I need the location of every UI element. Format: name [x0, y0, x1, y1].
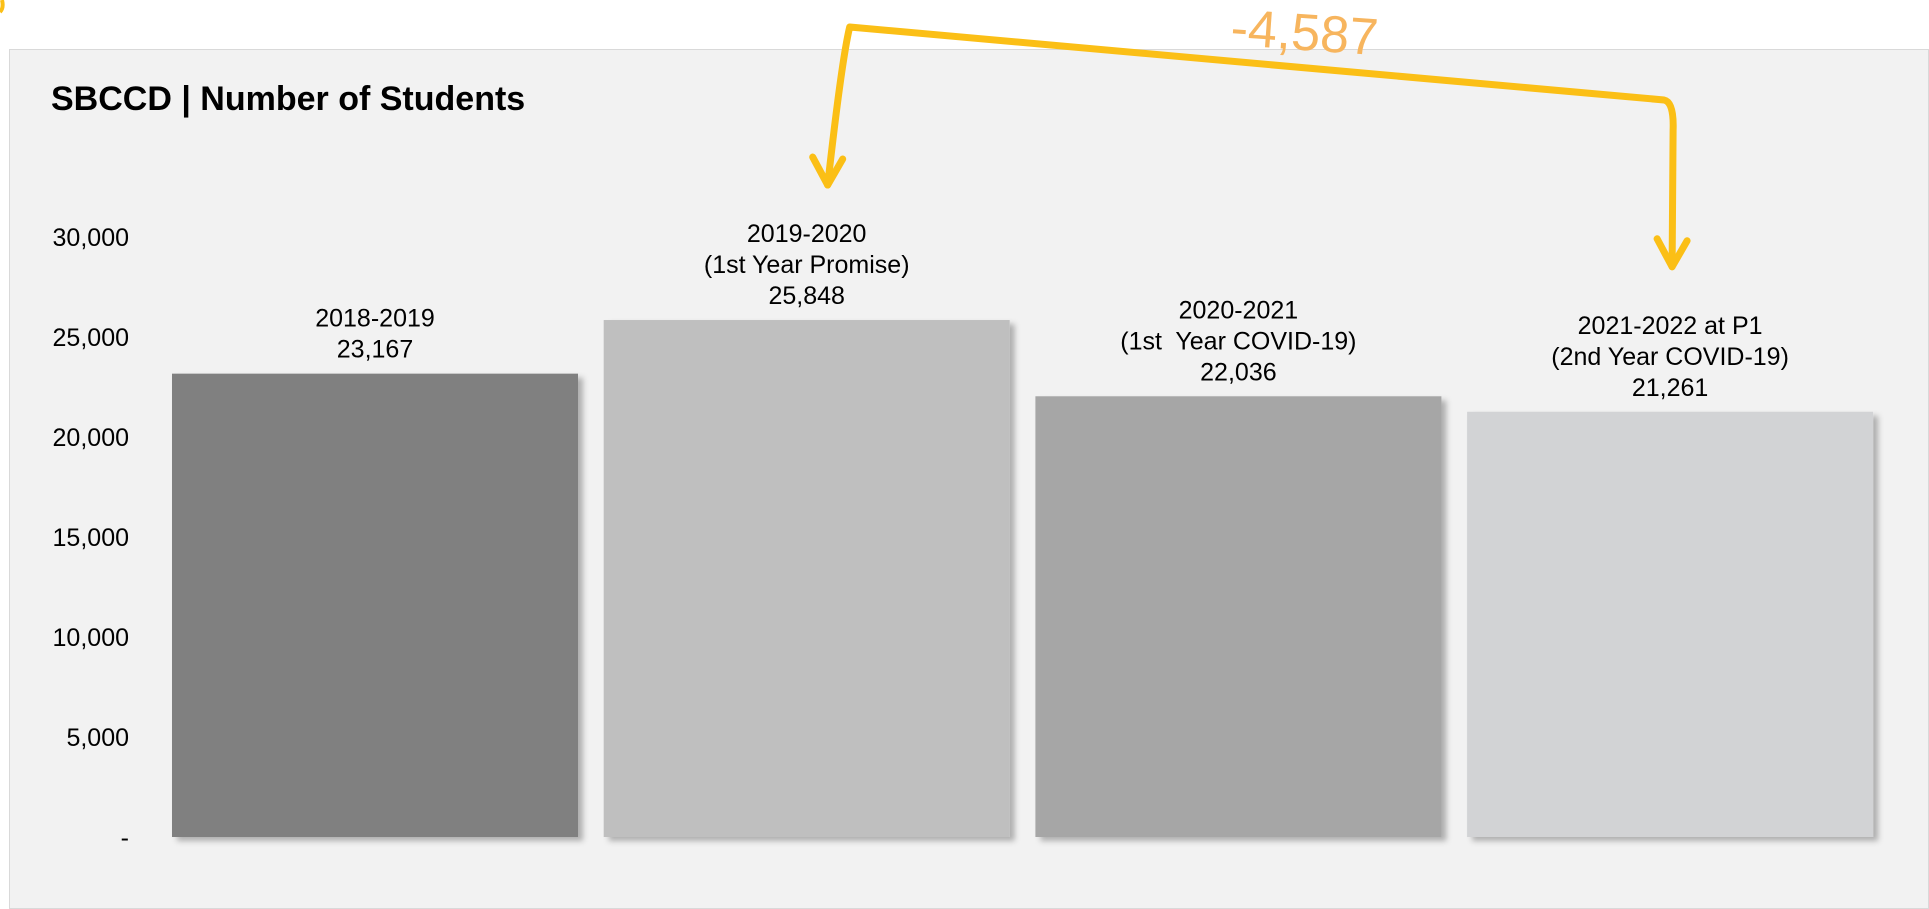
bar-4: [1467, 411, 1874, 837]
bar-1: [172, 373, 578, 837]
bar-category-label: 2019-2020: [747, 220, 867, 248]
bar-labels: 2018-2019 23,167 2019-2020 (1st Year Promis…: [315, 220, 1789, 402]
bar-category-label: (1st Year Promise): [704, 251, 910, 279]
y-tick-label: 15,000: [53, 524, 129, 552]
bar-2: [603, 320, 1010, 837]
bar-category-label: 2021-2022 at P1: [1578, 312, 1763, 340]
change-annotation: -4,587: [0, 0, 1691, 271]
bar-category-label: (1st Year COVID-19): [1120, 327, 1356, 355]
y-tick-label: -: [121, 824, 129, 852]
y-axis: - 5,000 10,000 15,000 20,000 25,000 30,000: [53, 224, 129, 852]
arrow-head-icon: [1653, 235, 1691, 271]
bars: [172, 320, 1874, 837]
arrow-head-icon: [809, 153, 847, 189]
y-tick-label: 10,000: [53, 624, 129, 652]
y-tick-label: 25,000: [53, 324, 129, 352]
change-arrow: [824, 23, 1677, 271]
bar-value-label: 21,261: [1632, 374, 1708, 402]
chart-title: SBCCD | Number of Students: [51, 80, 525, 118]
bar-category-label: 2018-2019: [315, 305, 435, 333]
bar-value-label: 23,167: [337, 336, 413, 364]
change-annotation-label: -4,587: [1229, 0, 1380, 67]
y-tick-label: 20,000: [53, 424, 129, 452]
corner-mark: [0, 0, 5, 14]
y-tick-label: 5,000: [66, 724, 129, 752]
bar-3: [1035, 396, 1442, 837]
bar-value-label: 22,036: [1200, 358, 1276, 386]
bar-category-label: (2nd Year COVID-19): [1551, 343, 1789, 371]
y-tick-label: 30,000: [53, 224, 129, 252]
bar-category-label: 2020-2021: [1179, 296, 1299, 324]
bar-value-label: 25,848: [768, 282, 844, 310]
